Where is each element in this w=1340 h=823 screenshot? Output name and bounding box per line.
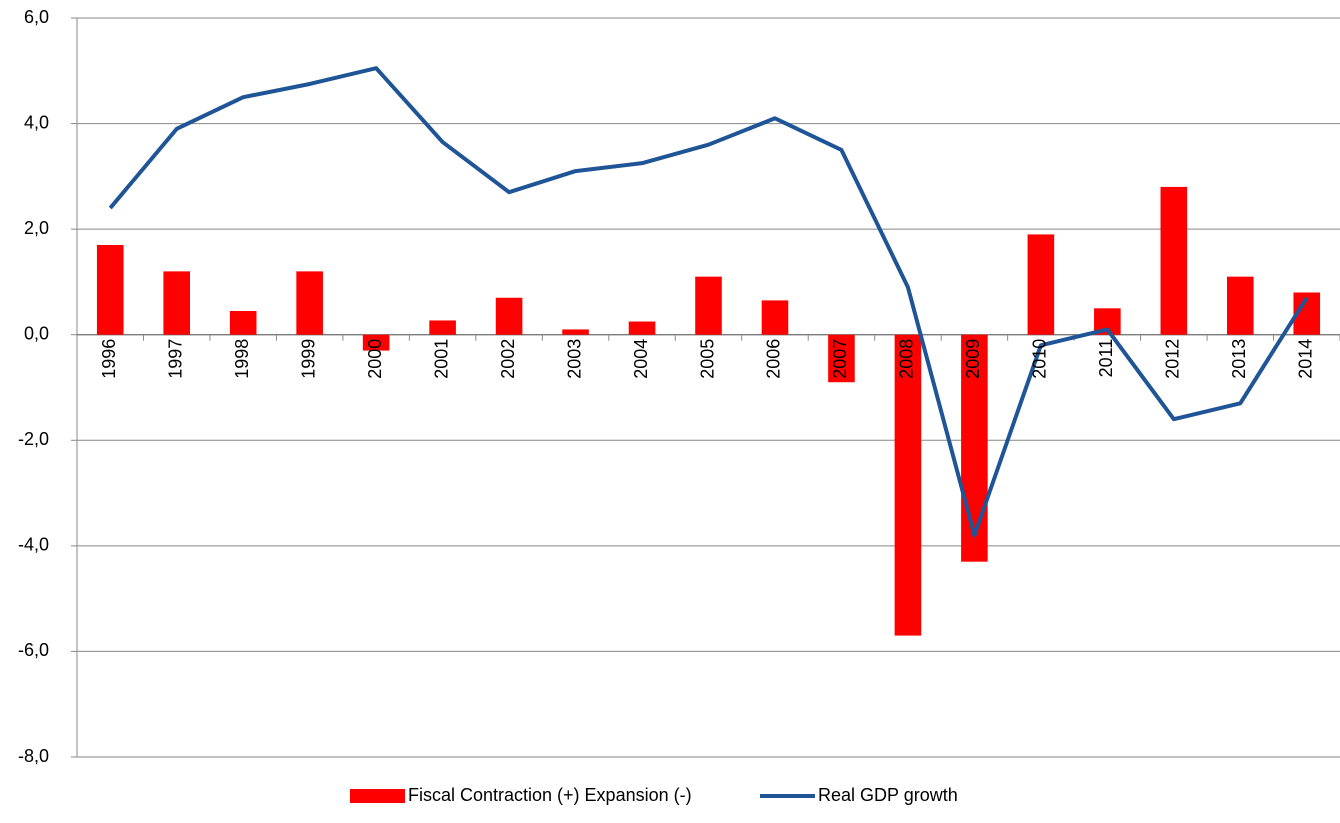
x-tick-label: 2008 <box>897 339 917 379</box>
bar <box>429 320 456 335</box>
bar <box>362 334 390 351</box>
y-tick-label: 2,0 <box>24 218 49 238</box>
x-tick-label: 2010 <box>1030 339 1050 379</box>
y-tick-label: 4,0 <box>24 112 49 132</box>
y-tick-label: -4,0 <box>18 535 49 555</box>
x-tick-label: 2005 <box>697 339 717 379</box>
y-tick-label: 6,0 <box>24 7 49 27</box>
y-tick-label: -6,0 <box>18 640 49 660</box>
x-tick-label: 2003 <box>564 339 584 379</box>
y-tick-label: -2,0 <box>18 429 49 449</box>
x-tick-label: 2006 <box>764 339 784 379</box>
x-tick-label: 2000 <box>365 339 385 379</box>
bar <box>1226 276 1254 335</box>
x-tick-label: 1998 <box>232 339 252 379</box>
y-tick-label: 0,0 <box>24 323 49 343</box>
bar <box>828 334 855 383</box>
bar <box>1027 234 1055 335</box>
x-tick-label: 1999 <box>298 339 318 379</box>
bar <box>761 300 789 335</box>
bar <box>229 310 257 335</box>
x-tick-label: 2002 <box>498 339 518 379</box>
legend-label: Fiscal Contraction (+) Expansion (-) <box>408 785 692 805</box>
line <box>108 66 1309 538</box>
legend-label: Real GDP growth <box>818 785 958 805</box>
bar <box>96 244 124 335</box>
bar <box>495 297 523 335</box>
bar <box>562 329 589 335</box>
bar <box>163 271 191 335</box>
x-tick-label: 2004 <box>631 339 651 379</box>
bar <box>628 321 656 335</box>
x-tick-label: 1997 <box>165 339 185 379</box>
x-tick-label: 2007 <box>830 339 850 379</box>
x-tick-label: 2012 <box>1163 339 1183 379</box>
bar <box>296 271 323 335</box>
x-tick-label: 2013 <box>1229 339 1249 379</box>
bar <box>961 334 988 562</box>
x-tick-label: 2009 <box>963 339 983 379</box>
y-tick-label: -8,0 <box>18 746 49 766</box>
x-tick-label: 2011 <box>1096 339 1116 378</box>
bar <box>1160 186 1188 335</box>
legend-swatch <box>350 789 405 803</box>
x-tick-label: 1996 <box>99 339 119 379</box>
bar <box>894 334 922 636</box>
bar <box>695 276 722 335</box>
x-tick-label: 2001 <box>431 339 451 379</box>
x-tick-label: 2014 <box>1296 339 1316 379</box>
